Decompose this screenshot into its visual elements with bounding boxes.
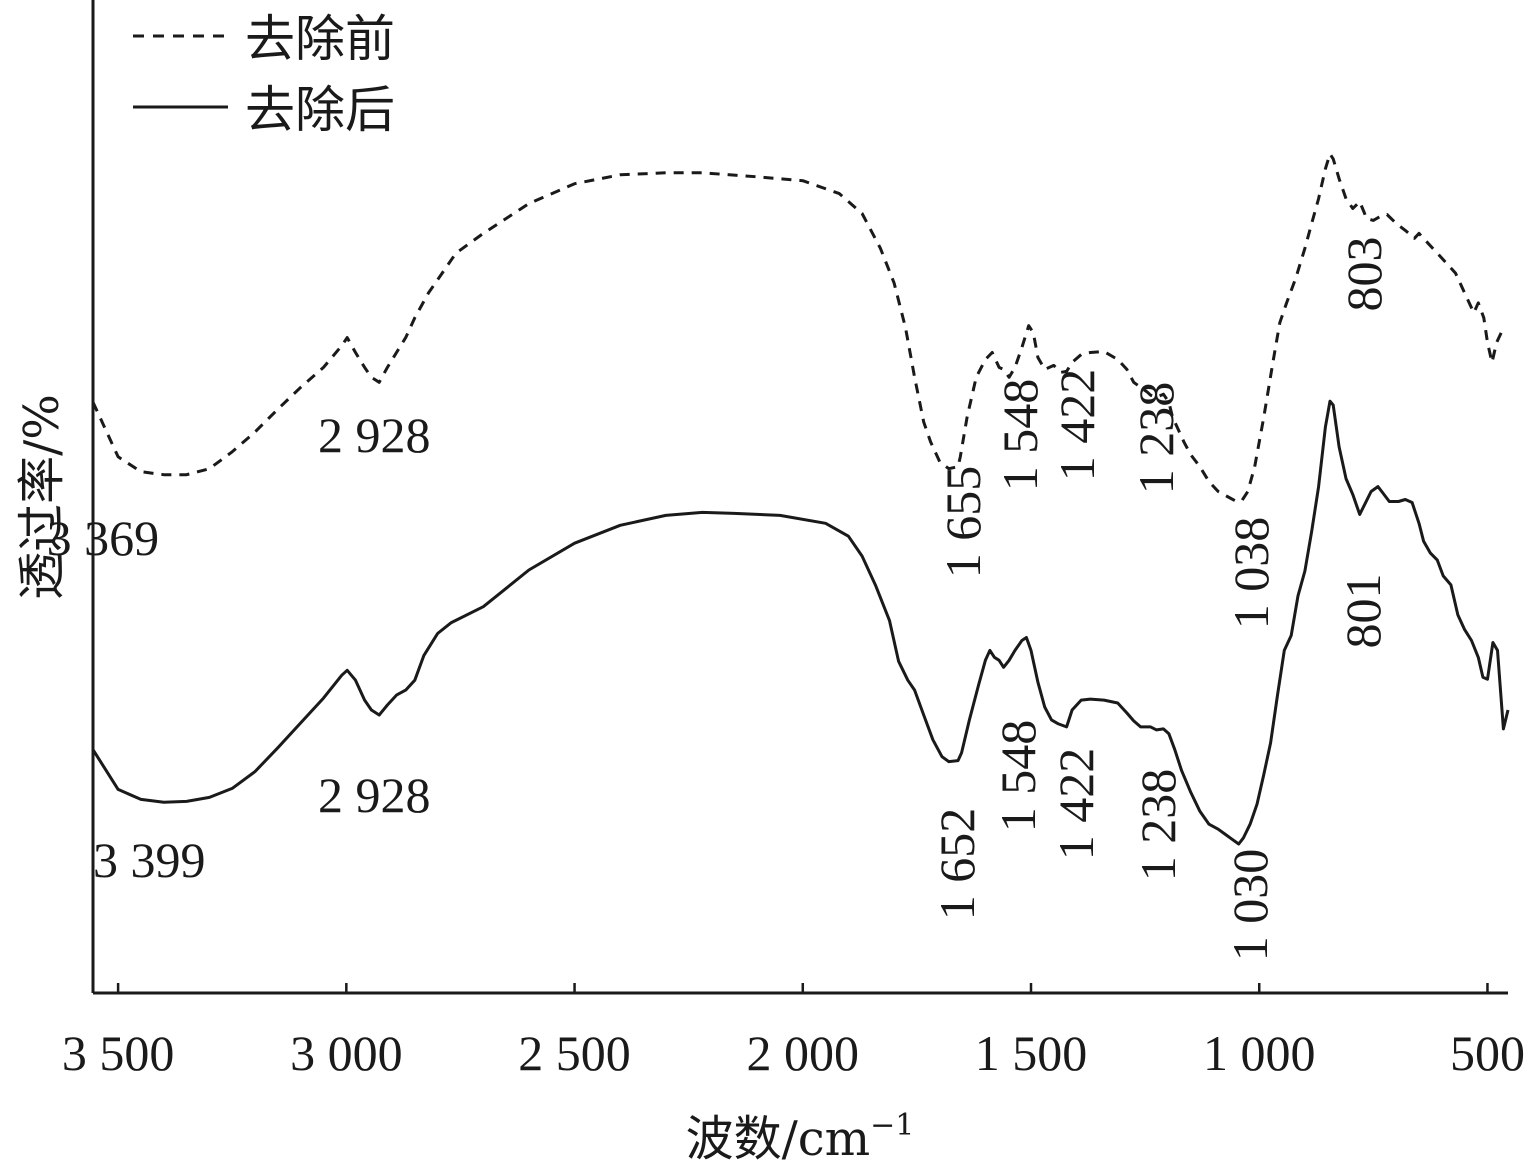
x-tick-label: 1 000 [1203,1025,1316,1081]
peak-label-after: 1 422 [1048,748,1104,861]
x-tick-label: 500 [1450,1025,1525,1081]
peak-label-after: 3 399 [93,832,206,888]
x-axis-title-main: 波数/cm [686,1111,871,1167]
peak-label-after: 1 030 [1222,849,1278,962]
x-tick-label: 3 500 [62,1025,175,1081]
peak-label-before: 3 369 [47,510,160,566]
peak-label-after: 801 [1335,574,1391,649]
peak-label-before: 1 655 [935,466,991,579]
x-ticks: 3 500 3 000 2 500 2 000 1 500 1 000 500 [62,983,1525,1081]
x-axis-title: 波数/cm−1 [686,1108,915,1167]
legend-label-before: 去除前 [245,10,395,68]
x-tick-label: 3 000 [290,1025,403,1081]
series-layer [91,152,1510,846]
peak-label-after: 1 652 [929,808,985,921]
x-axis-title-superscript: −1 [870,1108,914,1143]
x-tick-label: 1 500 [975,1025,1088,1081]
series-line-after [91,399,1510,846]
peak-label-before: 1 038 [1223,517,1279,630]
peak-label-after: 1 238 [1130,769,1186,882]
series-line-before [91,152,1503,503]
peak-label-before: 803 [1336,237,1392,312]
peak-label-before: 1 238 [1128,382,1184,495]
legend-label-after: 去除后 [245,81,395,139]
y-axis-title: 透过率/% [14,394,70,600]
peak-label-before: 1 548 [992,379,1048,492]
peak-label-after: 2 928 [318,767,431,823]
peak-label-before: 1 422 [1049,369,1105,482]
axes [91,0,1508,995]
peak-label-after: 1 548 [990,720,1046,833]
x-tick-label: 2 000 [747,1025,860,1081]
x-tick-label: 2 500 [518,1025,631,1081]
peak-label-before: 2 928 [318,407,431,463]
legend: 去除前 去除后 [133,10,395,139]
